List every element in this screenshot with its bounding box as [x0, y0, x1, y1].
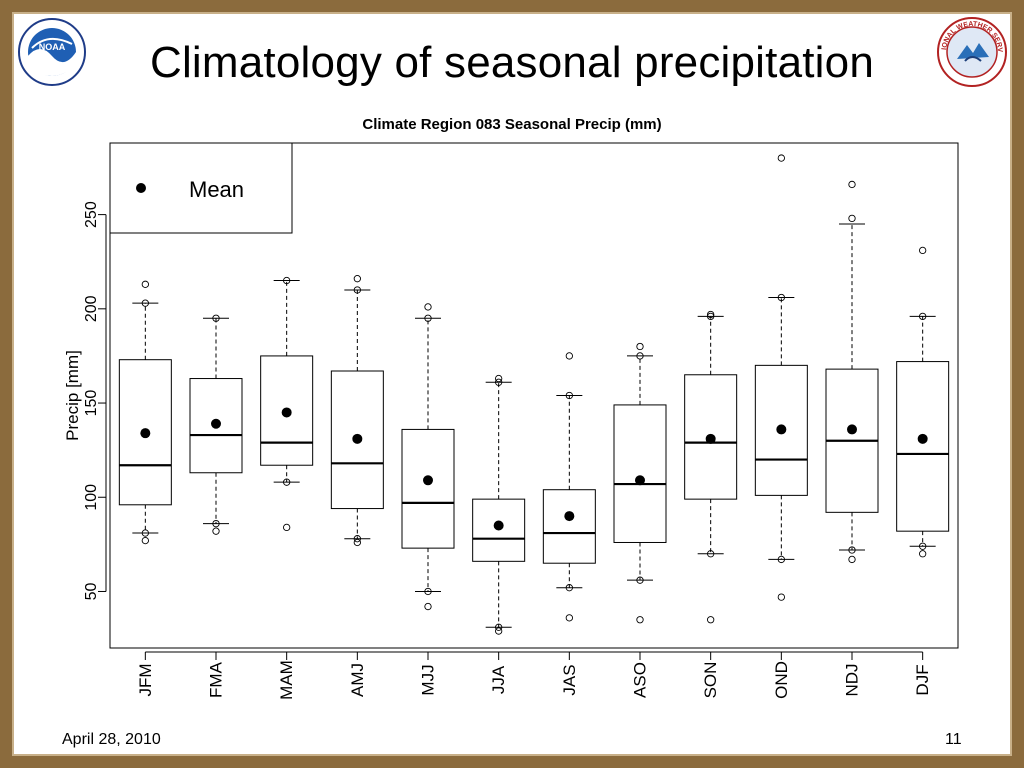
- outlier-point: [919, 246, 927, 255]
- mean-point: [776, 424, 787, 435]
- outlier-point: [495, 623, 503, 631]
- outlier-point: [636, 576, 644, 584]
- plot-area: [109, 142, 959, 649]
- outlier-point: [283, 478, 291, 486]
- outlier-point: [212, 314, 220, 322]
- outlier-point: [777, 293, 785, 302]
- outlier-point: [141, 299, 149, 307]
- outlier-point: [353, 275, 361, 283]
- x-tick-label: MAM: [277, 660, 296, 700]
- outlier-point: [919, 542, 927, 550]
- mean-point: [140, 428, 151, 439]
- outlier-point: [565, 391, 573, 400]
- outlier-point: [565, 352, 573, 360]
- x-tick-label: JFM: [136, 663, 155, 696]
- mean-point: [281, 407, 292, 418]
- x-tick-label: SON: [701, 662, 720, 699]
- x-tick-label: DJF: [913, 664, 932, 695]
- mean-point: [705, 433, 716, 444]
- y-tick-label: 50: [83, 582, 100, 600]
- x-tick-label: MJJ: [419, 664, 438, 695]
- mean-point: [917, 433, 928, 444]
- y-axis-label: Precip [mm]: [63, 350, 82, 441]
- outlier-point: [777, 154, 785, 162]
- footer-date: April 28, 2010: [62, 731, 161, 748]
- y-tick-label: 250: [83, 201, 100, 228]
- x-tick-label: OND: [772, 661, 791, 699]
- outlier-point: [848, 555, 856, 564]
- box: [896, 361, 950, 532]
- outlier-point: [141, 529, 149, 537]
- outlier-point: [424, 602, 432, 611]
- noaa-logo: NOAA: [18, 18, 86, 86]
- legend-label: Mean: [189, 177, 244, 202]
- outlier-point: [707, 550, 715, 558]
- outlier-point: [353, 538, 361, 547]
- x-tick-label: FMA: [207, 661, 226, 698]
- outlier-point: [353, 286, 361, 294]
- outlier-point: [565, 614, 573, 622]
- outlier-point: [212, 527, 220, 535]
- outlier-point: [777, 555, 785, 564]
- x-tick-label: ASO: [631, 662, 650, 698]
- legend-mean-marker: [136, 183, 146, 193]
- mean-point: [847, 424, 857, 435]
- x-tick-label: JAS: [560, 664, 579, 695]
- x-tick-label: NDJ: [843, 663, 862, 696]
- mean-point: [564, 511, 575, 522]
- outlier-point: [777, 593, 785, 601]
- outlier-point: [424, 314, 432, 322]
- outlier-point: [919, 312, 927, 321]
- outlier-point: [495, 378, 503, 386]
- outlier-point: [495, 627, 503, 635]
- outlier-point: [848, 180, 856, 189]
- outlier-point: [636, 342, 644, 351]
- outlier-point: [636, 352, 644, 360]
- outlier-point: [212, 519, 220, 528]
- outlier-point: [707, 312, 715, 321]
- x-tick-label: JJA: [489, 665, 508, 694]
- outlier-point: [565, 584, 573, 592]
- mean-point: [635, 475, 645, 486]
- nws-logo: NATIONAL WEATHER SERVICE: [937, 17, 1007, 87]
- outlier-point: [848, 214, 856, 223]
- outlier-point: [353, 535, 361, 543]
- noaa-logo-text: NOAA: [39, 42, 66, 52]
- outlier-point: [848, 546, 856, 554]
- mean-point: [352, 433, 363, 444]
- outlier-point: [283, 523, 291, 532]
- slide-title: Climatology of seasonal precipitation: [149, 38, 874, 87]
- outlier-point: [424, 303, 432, 311]
- outlier-point: [919, 550, 927, 558]
- chart-title: Climate Region 083 Seasonal Precip (mm): [362, 116, 662, 133]
- y-tick-label: 150: [83, 390, 100, 417]
- box: [613, 404, 667, 543]
- x-tick-label: AMJ: [348, 663, 367, 697]
- outlier-point: [283, 276, 291, 285]
- mean-point: [493, 520, 504, 531]
- outlier-point: [707, 616, 715, 624]
- mean-point: [211, 418, 221, 429]
- y-tick-label: 200: [83, 295, 100, 322]
- outlier-point: [141, 280, 149, 288]
- outlier-point: [424, 587, 432, 596]
- outlier-point: [495, 374, 503, 383]
- outlier-point: [707, 310, 715, 319]
- box: [401, 428, 455, 549]
- y-tick-label: 100: [83, 484, 100, 511]
- box: [542, 489, 596, 564]
- outlier-point: [636, 616, 644, 624]
- mean-point: [423, 475, 433, 486]
- outlier-point: [141, 536, 149, 545]
- page-number: 11: [945, 731, 962, 748]
